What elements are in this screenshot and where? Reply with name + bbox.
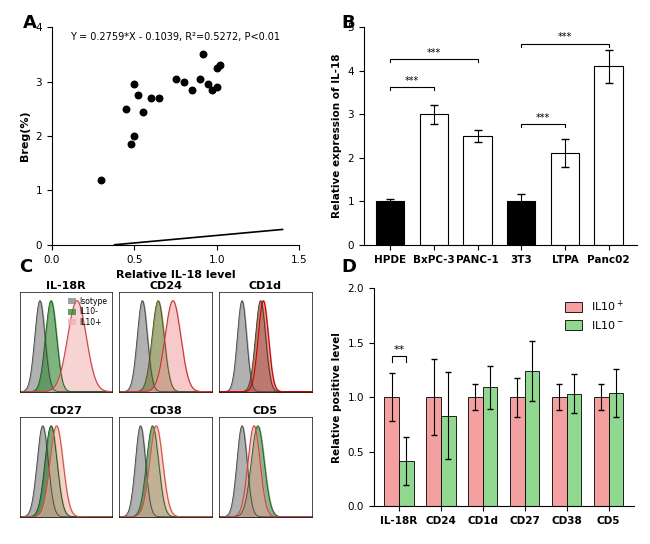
Title: CD5: CD5 xyxy=(253,406,278,416)
Text: ***: *** xyxy=(536,113,550,123)
Y-axis label: Breg(%): Breg(%) xyxy=(20,110,30,162)
Text: ***: *** xyxy=(405,76,419,86)
Text: B: B xyxy=(341,14,355,32)
Point xyxy=(137,107,148,116)
Bar xyxy=(510,397,525,506)
Y-axis label: Relative expression of IL-18: Relative expression of IL-18 xyxy=(332,54,342,218)
Text: D: D xyxy=(341,258,356,276)
Point xyxy=(96,175,107,184)
Text: ***: *** xyxy=(558,33,572,42)
Text: Y = 0.2759*X - 0.1039, R²=0.5272, P<0.01: Y = 0.2759*X - 0.1039, R²=0.5272, P<0.01 xyxy=(70,32,281,41)
Bar xyxy=(384,397,399,506)
Text: C: C xyxy=(20,258,32,276)
Bar xyxy=(441,416,456,506)
Text: ***: *** xyxy=(427,48,441,58)
Title: CD1d: CD1d xyxy=(249,281,281,291)
Bar xyxy=(420,114,448,245)
Legend: IL10$^+$, IL10$^-$: IL10$^+$, IL10$^-$ xyxy=(561,294,628,336)
Point xyxy=(211,83,222,91)
Point xyxy=(133,91,143,100)
Title: IL-18R: IL-18R xyxy=(46,281,86,291)
Text: **: ** xyxy=(393,345,404,355)
Point xyxy=(214,61,225,70)
Bar xyxy=(463,136,492,245)
Bar xyxy=(594,66,623,245)
Bar xyxy=(468,397,483,506)
Point xyxy=(211,64,222,72)
Point xyxy=(129,132,140,140)
Point xyxy=(154,94,164,102)
Bar xyxy=(376,201,404,245)
Bar xyxy=(483,387,497,506)
X-axis label: Relative IL-18 level: Relative IL-18 level xyxy=(116,270,235,280)
Bar xyxy=(567,394,581,506)
Point xyxy=(198,50,209,59)
Bar xyxy=(551,153,579,245)
Bar xyxy=(608,393,623,506)
Bar xyxy=(525,371,540,506)
Bar xyxy=(399,461,413,506)
Bar xyxy=(594,397,608,506)
Point xyxy=(187,85,197,94)
Title: CD24: CD24 xyxy=(149,281,182,291)
Point xyxy=(207,85,217,94)
Point xyxy=(170,75,181,83)
Bar xyxy=(426,397,441,506)
Point xyxy=(179,77,189,86)
Point xyxy=(126,140,136,149)
Point xyxy=(146,94,156,102)
Bar xyxy=(507,201,536,245)
Bar xyxy=(552,397,567,506)
Y-axis label: Relative positive level: Relative positive level xyxy=(332,332,342,462)
Point xyxy=(203,80,214,89)
Point xyxy=(129,80,140,89)
Title: CD27: CD27 xyxy=(49,406,83,416)
Point xyxy=(121,104,131,113)
Text: A: A xyxy=(23,14,36,32)
Point xyxy=(195,75,205,83)
Title: CD38: CD38 xyxy=(149,406,182,416)
Legend: Isotype, IL10-, IL10+: Isotype, IL10-, IL10+ xyxy=(66,295,109,329)
